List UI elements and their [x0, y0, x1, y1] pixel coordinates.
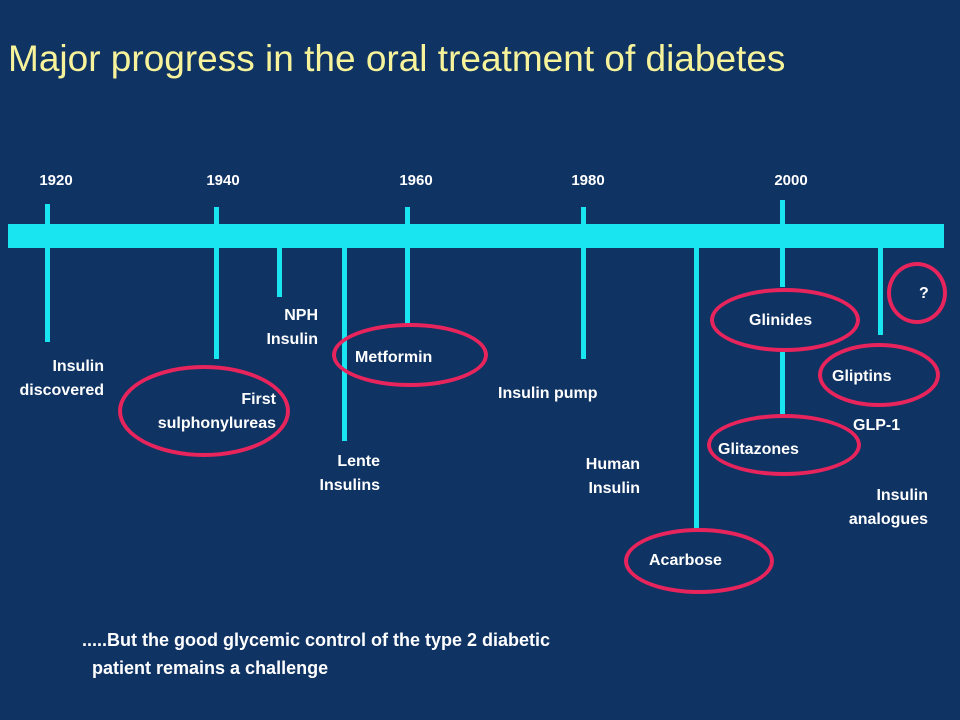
tick-metformin	[405, 247, 410, 327]
timeline-bar	[8, 224, 944, 248]
label-line: analogues	[848, 511, 928, 528]
year-1920: 1920	[39, 172, 73, 189]
year-1960: 1960	[399, 172, 433, 189]
tick-1940-top	[214, 207, 219, 227]
footer-line-1: .....But the good glycemic control of th…	[82, 630, 551, 650]
label-line: Insulin	[876, 487, 928, 504]
label-glp1: GLP-1	[853, 417, 901, 434]
label-insulin-pump: Insulin pump	[498, 385, 598, 402]
label-human-insulin: Human Insulin	[540, 453, 640, 501]
footer-line-2: patient remains a challenge	[92, 658, 329, 678]
tick-1960-top	[405, 207, 410, 227]
tick-1920-top	[45, 204, 50, 226]
tick-glinides	[780, 247, 785, 287]
year-1980: 1980	[571, 172, 605, 189]
label-line: Insulin	[266, 331, 318, 348]
year-2000: 2000	[774, 172, 808, 189]
tick-1980-top	[581, 207, 586, 227]
tick-insulin-discovered	[45, 247, 50, 342]
label-line: Insulins	[319, 477, 380, 494]
highlight-first-sulphonylureas	[118, 365, 290, 457]
highlight-metformin	[332, 323, 488, 387]
tick-glitazones	[780, 352, 785, 414]
tick-gliptins	[878, 247, 883, 335]
highlight-gliptins	[818, 343, 940, 407]
tick-2000-top	[780, 200, 785, 226]
tick-nph-insulin	[277, 247, 282, 297]
label-line: discovered	[19, 382, 104, 399]
label-line: Human	[585, 456, 640, 473]
highlight-glitazones	[707, 414, 861, 476]
tick-acarbose	[694, 247, 699, 529]
footer-note: .....But the good glycemic control of th…	[82, 626, 782, 682]
highlight-glinides	[710, 288, 860, 352]
highlight-acarbose	[624, 528, 774, 594]
label-line: Lente	[337, 453, 380, 470]
label-line: Insulin	[52, 358, 104, 375]
tick-insulin-pump	[581, 247, 586, 359]
slide-title: Major progress in the oral treatment of …	[8, 38, 786, 79]
year-1940: 1940	[206, 172, 240, 189]
label-line: Insulin	[588, 480, 640, 497]
tick-first-sulphonylureas	[214, 247, 219, 359]
label-nph-insulin: NPH Insulin	[222, 304, 318, 352]
label-line: NPH	[284, 307, 318, 324]
highlight-unknown-future	[887, 262, 947, 324]
label-insulin-discovered: Insulin discovered	[0, 355, 104, 403]
label-insulin-analogues: Insulin analogues	[810, 484, 928, 532]
label-lente-insulins: Lente Insulins	[280, 450, 380, 498]
